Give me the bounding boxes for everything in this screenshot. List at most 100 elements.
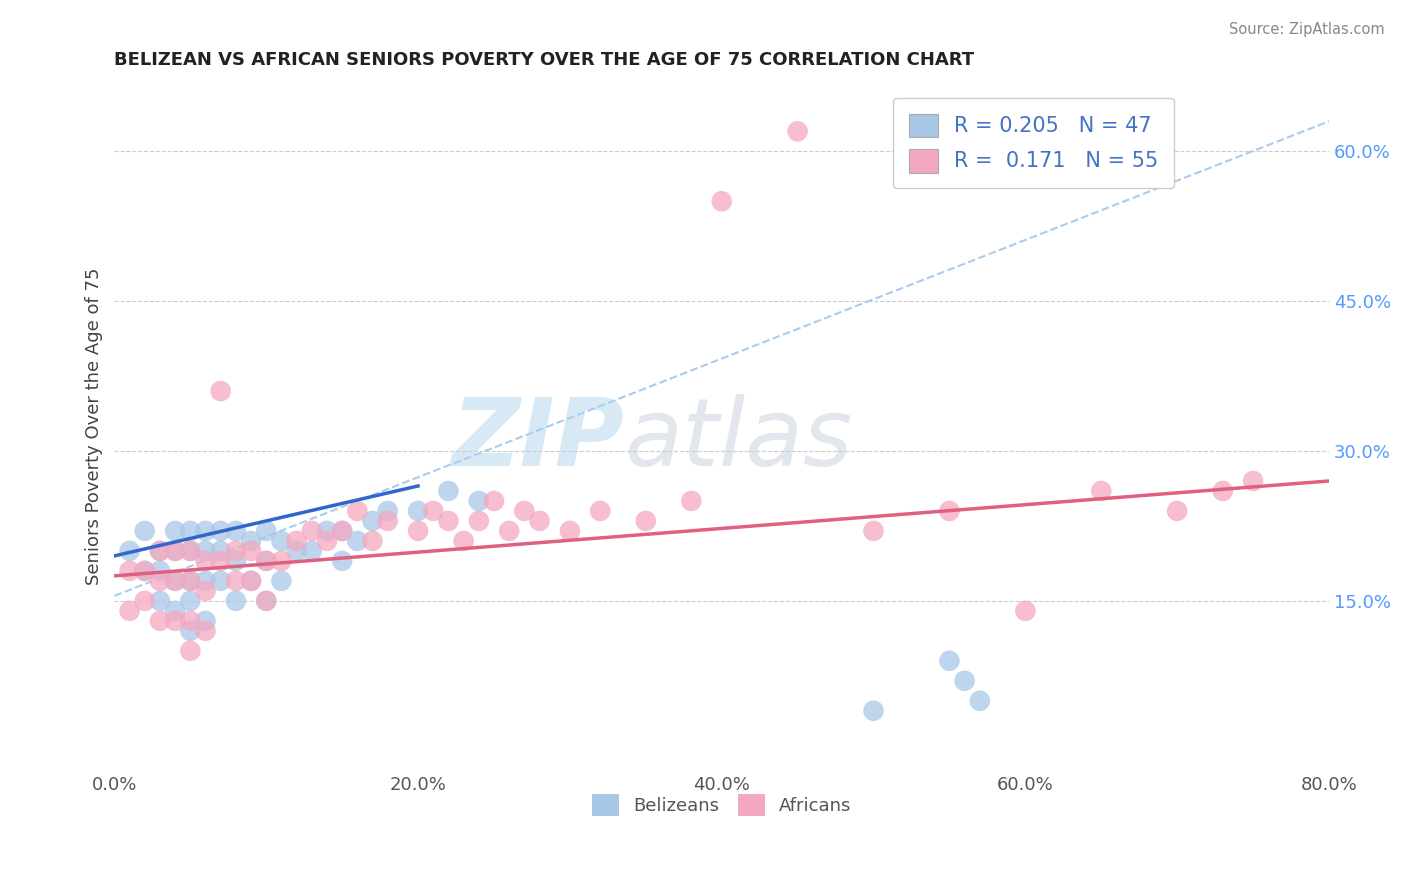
Point: [194, 583, 217, 598]
Point: [225, 574, 247, 588]
Point: [209, 384, 232, 398]
Point: [437, 514, 460, 528]
Point: [209, 544, 232, 558]
Point: [270, 533, 292, 548]
Point: [346, 533, 368, 548]
Point: [240, 574, 263, 588]
Point: [529, 514, 551, 528]
Point: [118, 544, 141, 558]
Point: [165, 544, 187, 558]
Point: [254, 524, 277, 538]
Point: [165, 544, 187, 558]
Point: [134, 564, 156, 578]
Point: [254, 554, 277, 568]
Point: [254, 554, 277, 568]
Point: [634, 514, 657, 528]
Point: [179, 644, 201, 658]
Point: [285, 544, 308, 558]
Point: [330, 524, 353, 538]
Point: [134, 524, 156, 538]
Point: [953, 673, 976, 688]
Point: [862, 704, 884, 718]
Point: [240, 544, 263, 558]
Point: [301, 524, 323, 538]
Point: [453, 533, 475, 548]
Point: [361, 514, 384, 528]
Point: [406, 524, 429, 538]
Point: [165, 574, 187, 588]
Point: [589, 504, 612, 518]
Point: [179, 524, 201, 538]
Point: [270, 574, 292, 588]
Point: [482, 494, 505, 508]
Point: [285, 533, 308, 548]
Point: [209, 554, 232, 568]
Point: [346, 504, 368, 518]
Point: [969, 694, 991, 708]
Point: [468, 514, 491, 528]
Point: [406, 504, 429, 518]
Point: [316, 524, 339, 538]
Point: [209, 574, 232, 588]
Point: [194, 524, 217, 538]
Point: [301, 544, 323, 558]
Point: [361, 533, 384, 548]
Point: [165, 524, 187, 538]
Point: [165, 614, 187, 628]
Point: [194, 624, 217, 638]
Point: [225, 554, 247, 568]
Point: [179, 594, 201, 608]
Point: [194, 554, 217, 568]
Point: [330, 524, 353, 538]
Point: [240, 574, 263, 588]
Point: [149, 544, 172, 558]
Point: [149, 574, 172, 588]
Point: [468, 494, 491, 508]
Point: [225, 544, 247, 558]
Point: [149, 594, 172, 608]
Point: [179, 574, 201, 588]
Point: [179, 574, 201, 588]
Point: [118, 604, 141, 618]
Point: [316, 533, 339, 548]
Point: [240, 533, 263, 548]
Point: [558, 524, 581, 538]
Point: [513, 504, 536, 518]
Point: [254, 594, 277, 608]
Point: [1090, 483, 1112, 498]
Point: [681, 494, 703, 508]
Point: [149, 564, 172, 578]
Point: [134, 594, 156, 608]
Text: ZIP: ZIP: [451, 393, 624, 486]
Point: [254, 594, 277, 608]
Point: [437, 483, 460, 498]
Legend: Belizeans, Africans: Belizeans, Africans: [585, 788, 859, 823]
Point: [498, 524, 520, 538]
Text: BELIZEAN VS AFRICAN SENIORS POVERTY OVER THE AGE OF 75 CORRELATION CHART: BELIZEAN VS AFRICAN SENIORS POVERTY OVER…: [114, 51, 974, 69]
Point: [179, 614, 201, 628]
Point: [149, 544, 172, 558]
Point: [1166, 504, 1188, 518]
Point: [938, 504, 960, 518]
Point: [118, 564, 141, 578]
Point: [194, 544, 217, 558]
Point: [134, 564, 156, 578]
Y-axis label: Seniors Poverty Over the Age of 75: Seniors Poverty Over the Age of 75: [86, 268, 103, 585]
Point: [225, 594, 247, 608]
Point: [165, 604, 187, 618]
Point: [165, 574, 187, 588]
Point: [194, 614, 217, 628]
Point: [422, 504, 444, 518]
Point: [1014, 604, 1036, 618]
Point: [377, 514, 399, 528]
Point: [194, 574, 217, 588]
Point: [225, 524, 247, 538]
Point: [179, 544, 201, 558]
Point: [1241, 474, 1264, 488]
Point: [330, 554, 353, 568]
Point: [786, 124, 808, 138]
Point: [862, 524, 884, 538]
Point: [377, 504, 399, 518]
Point: [149, 614, 172, 628]
Point: [1212, 483, 1234, 498]
